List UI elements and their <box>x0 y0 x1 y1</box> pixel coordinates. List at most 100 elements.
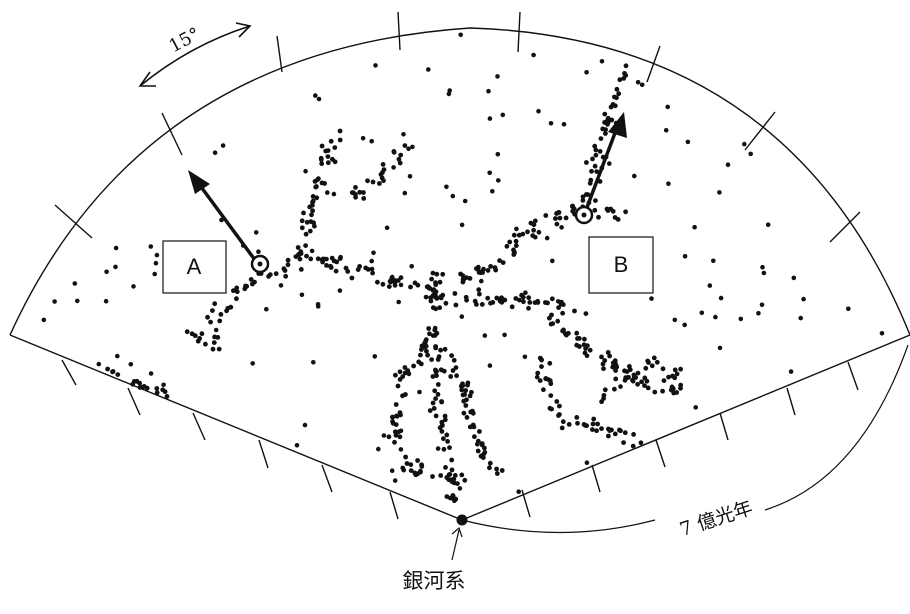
galaxy-dot <box>113 264 118 270</box>
galaxy-dot <box>430 374 436 379</box>
galaxy-dot <box>267 272 273 277</box>
galaxy-dot <box>639 82 645 88</box>
galaxy-dot <box>319 143 325 149</box>
galaxy-dot <box>402 190 408 196</box>
galaxy-dot <box>439 399 444 404</box>
tick-mark <box>646 45 661 83</box>
galaxy-dot <box>160 387 166 393</box>
galaxy-dot <box>475 264 481 270</box>
galaxy-dot <box>711 258 716 264</box>
galaxy-dot <box>250 361 255 366</box>
galaxy-dot <box>593 147 599 153</box>
galaxy-dot <box>418 352 423 358</box>
galaxy-dot <box>479 442 485 448</box>
galaxy-dot <box>589 168 594 174</box>
galaxy-dot <box>522 354 528 360</box>
galaxy-dot <box>502 332 507 338</box>
galaxy-dot <box>428 298 434 304</box>
galaxy-dot <box>717 190 722 195</box>
galaxy-dot <box>211 340 217 345</box>
galaxy-dot <box>509 304 515 310</box>
galaxy-dot <box>535 370 541 376</box>
galaxy-dot <box>459 314 465 319</box>
galaxy-dot <box>365 267 371 272</box>
galaxy-dot <box>699 310 705 316</box>
galaxy-dot <box>462 477 468 483</box>
galaxy-dot <box>475 448 481 454</box>
galaxy-dot <box>303 168 308 174</box>
galaxy-dot <box>548 321 554 327</box>
galaxy-dot <box>584 70 589 75</box>
galaxy-dot <box>639 379 644 385</box>
galaxy-dot <box>494 295 500 301</box>
galaxy-dot <box>439 429 445 434</box>
galaxy-dot <box>472 434 477 440</box>
tick-mark <box>54 204 93 239</box>
galaxy-dot <box>433 345 439 351</box>
galaxy-dot <box>113 245 119 251</box>
galaxy-dot <box>213 327 219 333</box>
galaxy-dot <box>153 260 159 266</box>
galaxy-dot <box>411 363 416 369</box>
galaxy-dot <box>649 296 654 301</box>
galaxy-dot <box>381 178 386 184</box>
galaxy-dot <box>418 468 423 474</box>
galaxy-dot <box>432 325 438 331</box>
galaxy-dot <box>332 145 338 151</box>
galaxy-dot <box>432 388 438 394</box>
galaxy-dot <box>577 344 582 349</box>
galaxy-dot <box>418 361 424 367</box>
galaxy-dot <box>598 136 604 142</box>
galaxy-dot <box>642 383 647 388</box>
galaxy-dot <box>502 297 508 303</box>
galaxy-dot <box>617 77 623 83</box>
survey-wedge-outline <box>9 27 910 521</box>
galaxy-dot <box>879 331 885 336</box>
galaxy-dot <box>500 260 506 265</box>
galaxy-dot <box>384 225 390 231</box>
galaxy-dot <box>474 302 479 307</box>
galaxy-dot <box>148 371 154 376</box>
galaxy-dot <box>621 440 626 445</box>
galaxy-dot <box>396 299 402 305</box>
galaxy-dot <box>408 468 414 473</box>
galaxy-dot <box>337 288 343 293</box>
galaxy-dot <box>507 239 513 245</box>
galaxy-dot <box>435 446 441 451</box>
galaxy-dot <box>315 177 320 183</box>
galaxy-dot <box>231 288 236 294</box>
galaxy-dot <box>465 382 470 388</box>
galaxy-dot <box>417 389 422 395</box>
origin-label: 銀河系 <box>403 569 466 593</box>
origin-pointer-line <box>451 529 460 561</box>
galaxy-dot <box>304 219 310 225</box>
galaxy-dot <box>454 373 459 379</box>
galaxy-dot <box>660 366 666 372</box>
galaxy-dot <box>278 283 284 288</box>
galaxy-dot <box>373 63 378 68</box>
galaxy-dot <box>447 495 453 501</box>
galaxy-dot <box>310 208 315 214</box>
galaxy-dot <box>419 343 425 349</box>
arrow-b-head <box>608 112 627 138</box>
galaxy-dot <box>584 353 590 359</box>
galaxy-dot <box>606 433 611 439</box>
galaxy-dot <box>304 253 309 259</box>
galaxy-dot <box>582 422 588 428</box>
galaxy-dot <box>717 345 723 351</box>
galaxy-dot <box>593 152 599 158</box>
galaxy-dot <box>273 271 279 277</box>
galaxy-dot <box>357 189 363 195</box>
galaxy-dot <box>430 270 436 276</box>
galaxy-dot <box>487 363 493 368</box>
galaxy-dot <box>397 434 403 440</box>
galaxy-dot <box>402 365 408 370</box>
galaxy-dot <box>457 486 463 491</box>
galaxy-dot <box>437 305 443 311</box>
galaxy-dot <box>548 393 554 398</box>
galaxy-dot <box>210 308 215 313</box>
galaxy-dot <box>560 310 565 316</box>
galaxy-dot <box>390 420 396 426</box>
galaxy-dot <box>388 279 393 285</box>
